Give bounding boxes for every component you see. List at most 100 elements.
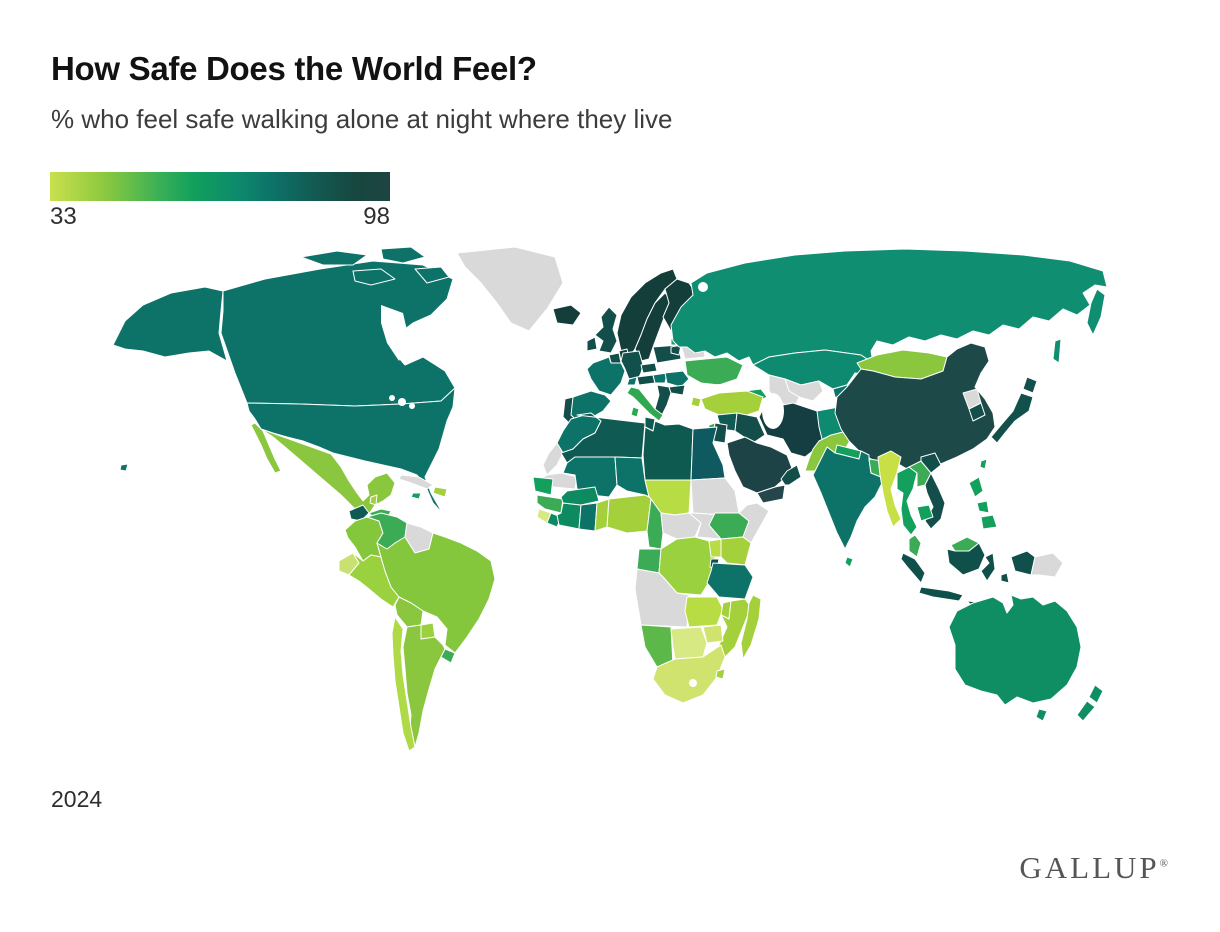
region-zimbabwe [702, 624, 724, 644]
region-argentina [402, 624, 446, 748]
region-australia-tasmania [1035, 708, 1048, 722]
region-taiwan [979, 458, 988, 470]
region-nigeria [606, 494, 652, 534]
region-mexico-baja [250, 422, 282, 474]
region-canada-arctic-3 [352, 268, 396, 286]
region-senegal [532, 476, 554, 496]
gallup-wordmark: GALLUP [1019, 850, 1160, 885]
region-new-zealand-south [1076, 700, 1096, 722]
hudson-bay [381, 305, 409, 361]
region-philippines-luzon [968, 476, 984, 498]
region-sri-lanka [844, 556, 854, 568]
great-lakes-3 [409, 403, 415, 409]
year-label: 2024 [51, 786, 103, 812]
region-iceland [552, 304, 582, 326]
region-dominican-republic [432, 486, 448, 498]
region-tanzania [706, 562, 754, 600]
region-germany [620, 350, 644, 380]
region-cambodia [916, 504, 934, 522]
region-myanmar [877, 450, 902, 528]
region-romania [664, 370, 690, 388]
region-ghana [578, 502, 598, 532]
region-zambia [684, 596, 724, 628]
region-italy [626, 386, 664, 422]
region-russia-sakhalin [1052, 338, 1062, 364]
region-chile [391, 616, 416, 752]
region-oman [780, 464, 802, 486]
region-burkina-faso [560, 486, 600, 506]
region-bulgaria [668, 384, 686, 396]
region-uk [594, 306, 618, 354]
region-japan-hokkaido [1022, 376, 1038, 394]
region-indonesia-java [918, 586, 964, 602]
region-cuba [398, 474, 434, 490]
region-south-korea [968, 402, 986, 422]
legend-gradient [50, 172, 390, 201]
region-russia-kamchatka [1086, 288, 1106, 336]
region-indonesia-maluku [1000, 572, 1010, 584]
region-guatemala [348, 504, 370, 522]
lesotho-cutout [689, 679, 697, 687]
region-new-zealand-north [1088, 684, 1104, 704]
region-belize [369, 494, 378, 506]
legend-min-label: 33 [50, 203, 77, 230]
region-ireland [586, 336, 598, 352]
region-canada-arctic-2 [380, 246, 426, 264]
region-guinea [536, 494, 564, 514]
region-yemen [756, 484, 786, 504]
region-greenland [456, 246, 564, 332]
region-eswatini [715, 668, 726, 680]
region-hungary [652, 372, 668, 384]
region-sudan [690, 477, 740, 516]
region-papua-new-guinea [1030, 552, 1064, 578]
region-japan-honshu [990, 392, 1034, 444]
page-subtitle: % who feel safe walking alone at night w… [51, 104, 673, 134]
region-uruguay [440, 648, 456, 664]
region-kenya [720, 536, 752, 566]
region-jamaica [410, 492, 422, 500]
region-france [586, 356, 626, 396]
legend: 33 98 [50, 172, 390, 231]
gallup-logo: GALLUP® [1019, 850, 1168, 886]
great-lakes-2 [389, 395, 395, 401]
region-ukraine [684, 356, 744, 386]
great-lakes-1 [398, 398, 406, 406]
page-title: How Safe Does the World Feel? [51, 50, 537, 87]
region-turkey-west [690, 396, 702, 408]
region-turkey [700, 390, 764, 418]
legend-max-label: 98 [363, 203, 390, 230]
region-angola [634, 568, 690, 628]
region-mexico [260, 428, 396, 518]
region-austria [636, 374, 656, 386]
white-sea [698, 282, 708, 292]
region-czechia [640, 362, 658, 374]
region-somalia [738, 502, 770, 544]
region-russia [670, 248, 1108, 366]
region-indonesia-sumatra [900, 552, 926, 584]
region-philippines-mindanao [980, 514, 998, 530]
region-alaska [112, 286, 228, 362]
region-australia [948, 594, 1082, 706]
world-choropleth-map [112, 246, 1108, 752]
region-namibia [640, 624, 674, 668]
legend-labels: 33 98 [50, 203, 390, 231]
region-switzerland [626, 376, 638, 386]
region-saudi-arabia [726, 436, 794, 494]
region-vietnam [920, 452, 946, 530]
region-western-sahara [542, 442, 564, 476]
registered-trademark-icon: ® [1159, 857, 1168, 870]
region-hawaii [119, 463, 129, 472]
caspian-sea [762, 393, 784, 429]
region-canada-arctic-4 [414, 266, 450, 284]
region-italy-sardinia [630, 406, 640, 418]
region-madagascar [740, 594, 762, 660]
region-paraguay [420, 622, 436, 640]
region-usa [246, 387, 456, 514]
region-botswana [670, 626, 708, 660]
region-philippines-visayas [976, 500, 990, 514]
region-indonesia-sulawesi [980, 552, 996, 582]
region-indonesia-borneo [946, 542, 986, 576]
region-canada-arctic-1 [300, 250, 368, 266]
region-iraq [734, 412, 766, 444]
